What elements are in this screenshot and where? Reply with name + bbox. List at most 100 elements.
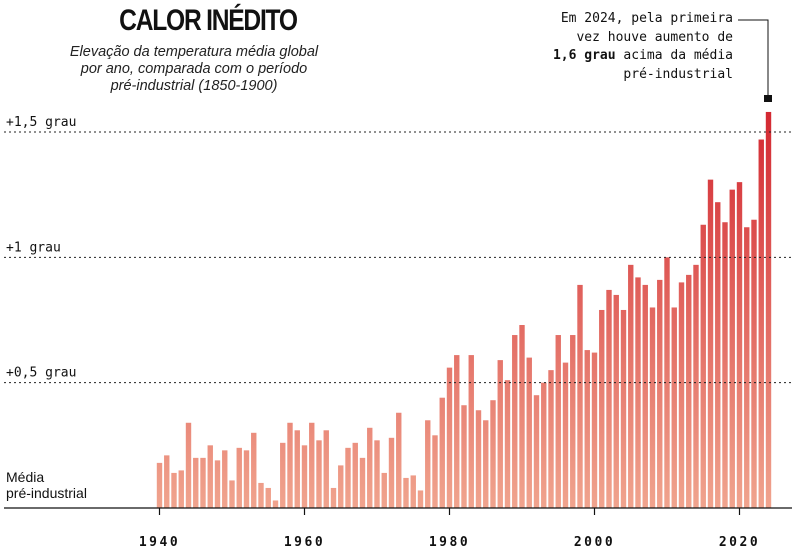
bar-1988 [504, 380, 511, 508]
bar-1999 [584, 350, 590, 508]
bar-2020 [736, 182, 743, 508]
bar-1983 [468, 355, 474, 508]
bar-2021 [744, 227, 750, 508]
bar-1958 [287, 422, 293, 508]
bar-1960 [301, 445, 308, 508]
bar-1997 [570, 335, 576, 508]
bar-1980 [446, 367, 453, 508]
bar-2016 [707, 179, 714, 508]
bar-1977 [425, 420, 431, 508]
annotation-line: pré-industrial [623, 66, 733, 82]
baseline-label-line: pré-industrial [6, 485, 87, 501]
bar-1971 [381, 472, 387, 508]
bar-2008 [649, 307, 656, 508]
y-tick-label: +0,5 grau [6, 366, 76, 381]
bar-1973 [396, 412, 402, 508]
bar-1949 [222, 450, 228, 508]
baseline-label: Média pré-industrial [6, 469, 87, 501]
bar-1961 [309, 422, 315, 508]
bar-1948 [214, 460, 221, 508]
x-tick-label: 1980 [429, 535, 470, 550]
subtitle-line: pré-industrial (1850-1900) [110, 78, 278, 94]
bar-1967 [352, 442, 358, 508]
bar-2001 [599, 309, 605, 508]
bar-1996 [562, 362, 569, 508]
bar-1966 [345, 447, 351, 508]
bar-2006 [635, 277, 641, 508]
bar-2012 [678, 282, 685, 508]
subtitle-line: Elevação da temperatura média global [69, 44, 319, 60]
bar-1974 [403, 477, 409, 508]
bar-1986 [490, 400, 496, 508]
bar-2005 [628, 264, 634, 508]
bar-1994 [548, 370, 554, 508]
bar-1942 [171, 472, 177, 508]
bar-1962 [316, 440, 322, 508]
bar-1987 [497, 360, 503, 508]
bar-2007 [642, 284, 648, 508]
bar-1952 [243, 450, 250, 508]
bar-1969 [367, 427, 373, 508]
annotation-line: 1,6 grau acima da média [493, 47, 733, 66]
bar-1956 [272, 500, 279, 508]
bar-1950 [229, 480, 235, 508]
bar-2000 [591, 352, 598, 508]
bars-group [156, 111, 772, 509]
x-tick-label: 2020 [719, 535, 760, 550]
bar-1975 [410, 475, 416, 508]
gridlines-group [4, 131, 792, 384]
bar-1965 [338, 465, 344, 508]
bar-2023 [758, 139, 764, 508]
bar-1941 [164, 455, 170, 508]
bar-2018 [722, 222, 728, 509]
annotation-highlight: 1,6 grau [552, 48, 616, 63]
bar-1984 [475, 410, 482, 508]
bar-1998 [577, 284, 583, 508]
bar-2015 [700, 224, 706, 508]
x-tick-label: 1960 [284, 535, 325, 550]
bar-1951 [236, 447, 242, 508]
bar-1943 [178, 470, 184, 508]
x-tick-label: 1940 [139, 535, 180, 550]
bar-1946 [200, 457, 206, 508]
bar-2010 [664, 257, 670, 508]
bar-2024 [765, 111, 772, 508]
baseline-label-line: Média [6, 469, 45, 485]
bar-2022 [751, 219, 757, 509]
x-tick-labels: 1940 1960 1980 2000 2020 [139, 508, 760, 550]
subtitle-line: por ano, comparada com o período [80, 61, 308, 77]
bar-1990 [519, 325, 525, 508]
annotation-line: vez houve aumento de [576, 29, 733, 45]
bar-2017 [715, 202, 721, 508]
bar-1959 [294, 430, 300, 508]
bar-1963 [323, 430, 329, 508]
bar-1995 [555, 335, 561, 508]
record-annotation: Em 2024, pela primeira vez houve aumento… [493, 10, 733, 84]
bar-1985 [483, 420, 489, 508]
bar-1957 [280, 442, 286, 508]
annotation-pointer [738, 19, 772, 102]
bar-1993 [541, 382, 547, 508]
y-tick-label: +1 grau [6, 240, 61, 255]
bar-1972 [388, 437, 395, 508]
bar-1955 [265, 487, 271, 508]
bar-1979 [439, 397, 445, 508]
chart-subtitle: Elevação da temperatura média global por… [40, 44, 348, 95]
bar-1953 [251, 432, 257, 508]
bar-2019 [729, 189, 735, 508]
bar-1982 [461, 405, 467, 508]
bar-2004 [620, 309, 627, 508]
chart-title: CALOR INÉDITO [119, 4, 298, 37]
y-tick-label: +1,5 grau [6, 115, 76, 130]
bar-2013 [686, 274, 692, 508]
annotation-line: Em 2024, pela primeira [560, 11, 733, 26]
bar-1964 [330, 487, 337, 508]
bar-1954 [258, 482, 264, 508]
bar-1976 [417, 490, 424, 508]
bar-2009 [657, 279, 663, 508]
annotation-line-rest: acima da média [615, 48, 733, 63]
bar-1947 [207, 445, 213, 508]
bar-1981 [454, 355, 460, 508]
bar-1940 [156, 462, 163, 508]
